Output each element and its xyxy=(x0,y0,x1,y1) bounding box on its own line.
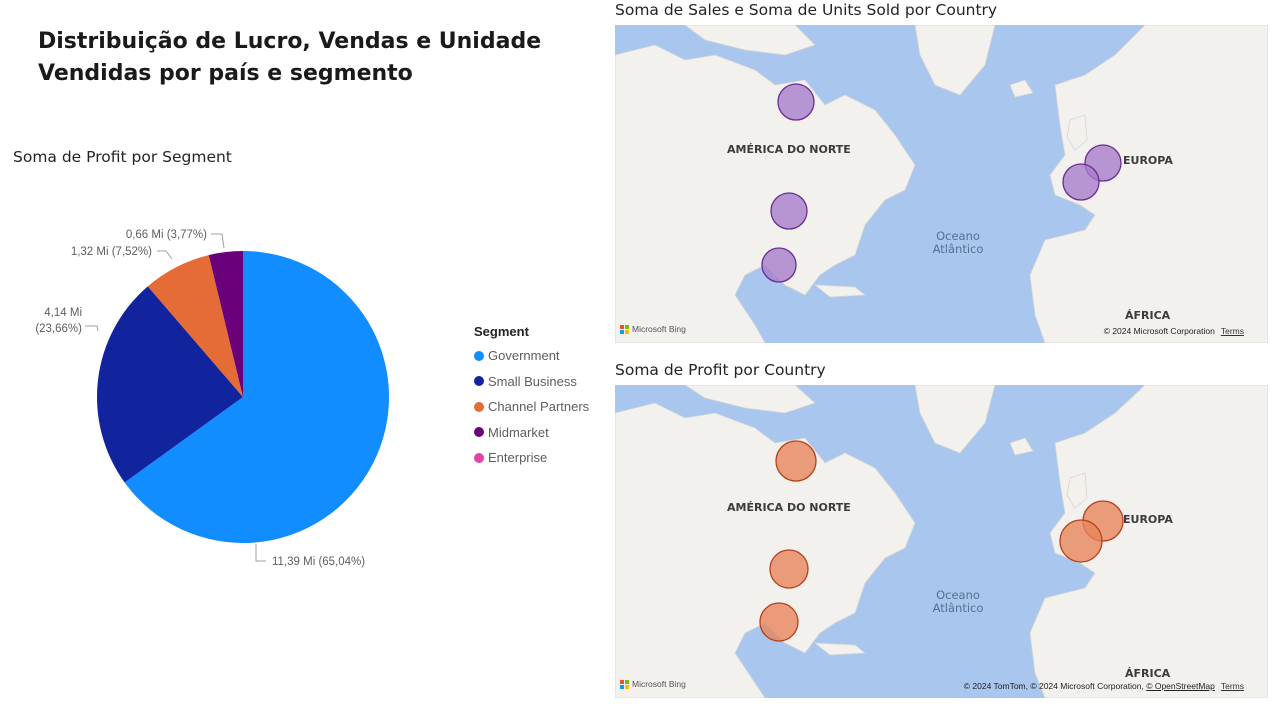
pie-label-government: 11,39 Mi (65,04%) xyxy=(272,556,365,568)
bubble-france[interactable] xyxy=(1059,519,1103,563)
leader-line-channel-partners xyxy=(157,250,173,260)
label-ocean-line2: Atlântico xyxy=(933,601,984,615)
openstreetmap-link[interactable]: © OpenStreetMap xyxy=(1146,681,1215,691)
sales-units-map[interactable]: AMÉRICA DO NORTE EUROPA ÁFRICA Oceano At… xyxy=(615,25,1268,343)
label-north-america: AMÉRICA DO NORTE xyxy=(727,143,851,156)
legend-dot-channel-partners xyxy=(474,401,484,412)
bubble-canada[interactable] xyxy=(775,440,817,482)
bing-logo: Microsoft Bing xyxy=(620,324,686,334)
sales-map-canvas[interactable]: AMÉRICA DO NORTE EUROPA ÁFRICA Oceano At… xyxy=(615,25,1268,343)
label-ocean-line1: Oceano xyxy=(936,229,980,243)
pie-legend: Segment Government Small Business Channe… xyxy=(474,324,589,471)
label-africa: ÁFRICA xyxy=(1125,667,1171,680)
report-title-line2: Vendidas por país e segmento xyxy=(38,61,413,86)
leader-line-small-business xyxy=(85,325,99,332)
legend-dot-government xyxy=(474,350,484,361)
bing-label: Microsoft Bing xyxy=(632,679,686,689)
terms-link[interactable]: Terms xyxy=(1220,681,1244,691)
legend-label-channel-partners: Channel Partners xyxy=(488,399,590,415)
pie-label-small-business-percent: (23,66%) xyxy=(35,323,82,335)
pie-slice-small-business[interactable] xyxy=(97,286,243,483)
microsoft-logo-icon xyxy=(620,324,629,334)
map-landmass xyxy=(615,385,1268,698)
profit-by-segment-pie-chart[interactable]: 11,39 Mi (65,04%) 4,14 Mi (23,66%) 1,32 … xyxy=(0,180,460,580)
microsoft-logo-icon xyxy=(620,679,629,689)
pie-label-midmarket: 0,66 Mi (3,77%) xyxy=(126,229,207,241)
bubble-united-states[interactable] xyxy=(770,192,808,230)
bing-logo: Microsoft Bing xyxy=(620,679,686,689)
legend-title: Segment xyxy=(474,324,529,339)
pie-chart-title: Soma de Profit por Segment xyxy=(13,148,232,166)
label-europe: EUROPA xyxy=(1123,154,1173,167)
label-north-america: AMÉRICA DO NORTE xyxy=(727,501,851,514)
legend-item-government[interactable]: Government xyxy=(474,343,589,369)
label-europe: EUROPA xyxy=(1123,513,1173,526)
label-africa: ÁFRICA xyxy=(1125,309,1171,322)
legend-dot-midmarket xyxy=(474,427,484,438)
legend-label-small-business: Small Business xyxy=(488,373,577,389)
profit-map[interactable]: AMÉRICA DO NORTE EUROPA ÁFRICA Oceano At… xyxy=(615,385,1268,698)
legend-item-midmarket[interactable]: Midmarket xyxy=(474,420,589,446)
label-ocean-line1: Oceano xyxy=(936,588,980,602)
map-copyright: © 2024 TomTom, © 2024 Microsoft Corporat… xyxy=(964,681,1244,691)
leader-line-government xyxy=(255,544,266,562)
pie-label-channel-partners: 1,32 Mi (7,52%) xyxy=(71,246,152,258)
report-title: Distribuição de Lucro, Vendas e Unidade … xyxy=(38,26,558,90)
map-landmass xyxy=(615,25,1268,343)
pie-label-small-business-value: 4,14 Mi xyxy=(44,307,82,319)
pie-slice-government[interactable] xyxy=(124,251,389,543)
copyright-text: © 2024 TomTom, © 2024 Microsoft Corporat… xyxy=(963,681,1147,691)
profit-map-title: Soma de Profit por Country xyxy=(615,361,826,379)
pie-slice-channel-partners[interactable] xyxy=(147,255,243,397)
label-ocean-line2: Atlântico xyxy=(933,242,984,256)
legend-label-enterprise: Enterprise xyxy=(488,450,548,466)
bubble-canada[interactable] xyxy=(777,83,815,121)
legend-label-midmarket: Midmarket xyxy=(488,424,549,440)
report-title-line1: Distribuição de Lucro, Vendas e Unidade xyxy=(38,29,542,54)
bubble-mexico[interactable] xyxy=(759,602,799,642)
bubble-united-states[interactable] xyxy=(769,549,809,589)
legend-item-channel-partners[interactable]: Channel Partners xyxy=(474,394,589,420)
legend-item-enterprise[interactable]: Enterprise xyxy=(474,445,589,471)
terms-link[interactable]: Terms xyxy=(1220,326,1244,336)
bubble-mexico[interactable] xyxy=(761,247,797,283)
legend-item-small-business[interactable]: Small Business xyxy=(474,369,589,395)
copyright-text: © 2024 Microsoft Corporation xyxy=(1103,326,1215,336)
legend-label-government: Government xyxy=(488,348,560,364)
map-copyright: © 2024 Microsoft Corporation Terms xyxy=(1104,326,1244,336)
bubble-france[interactable] xyxy=(1062,163,1100,201)
bing-label: Microsoft Bing xyxy=(632,324,686,334)
leader-line-midmarket xyxy=(211,233,225,249)
legend-dot-enterprise xyxy=(474,452,484,463)
legend-dot-small-business xyxy=(474,376,484,387)
pie-slice-midmarket[interactable] xyxy=(208,251,243,397)
sales-map-title: Soma de Sales e Soma de Units Sold por C… xyxy=(615,1,998,19)
profit-map-canvas[interactable]: AMÉRICA DO NORTE EUROPA ÁFRICA Oceano At… xyxy=(615,385,1268,698)
